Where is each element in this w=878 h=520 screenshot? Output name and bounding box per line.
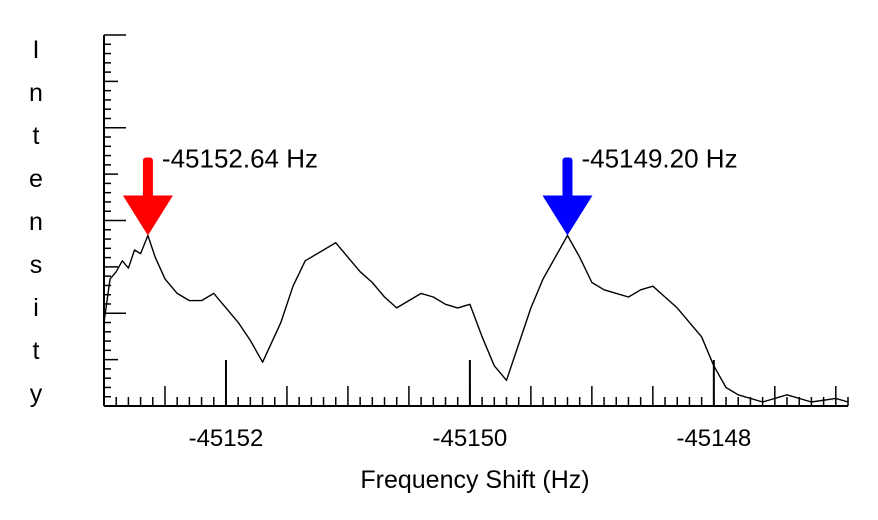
y-axis-title-letter: I bbox=[33, 36, 40, 64]
x-tick-label: -45148 bbox=[676, 425, 751, 452]
axes bbox=[103, 35, 848, 407]
y-axis-title-letter: t bbox=[33, 122, 40, 150]
y-axis-title-letter: t bbox=[33, 337, 40, 365]
y-axis-title-letter: n bbox=[29, 208, 43, 236]
x-tick-labels: -45152 -45150 -45148 bbox=[189, 425, 752, 452]
y-ticks bbox=[104, 34, 126, 407]
annotation-label: -45149.20 Hz bbox=[581, 143, 737, 173]
x-axis-title: Frequency Shift (Hz) bbox=[360, 466, 589, 494]
y-axis-title-letter: s bbox=[30, 251, 43, 279]
annotation-label: -45152.64 Hz bbox=[162, 143, 318, 173]
y-axis-title-letter: n bbox=[29, 79, 43, 107]
minor-ticks bbox=[103, 386, 849, 406]
annotation-arrow-head bbox=[122, 195, 173, 236]
series-layer bbox=[103, 234, 849, 403]
y-axis-title-letter: e bbox=[29, 165, 43, 193]
x-tick-label: -45150 bbox=[433, 425, 508, 452]
y-axis-title-letter: i bbox=[33, 294, 39, 322]
major-ticks bbox=[224, 360, 715, 406]
spectrum-line bbox=[103, 234, 849, 403]
annotation-arrow-head bbox=[542, 195, 593, 236]
annotation-arrow-shaft bbox=[562, 157, 573, 200]
annotation-layer: -45152.64 Hz -45149.20 Hz bbox=[122, 143, 738, 236]
y-axis-title-letter: y bbox=[30, 380, 43, 408]
annotation-arrow-shaft bbox=[142, 157, 153, 200]
x-tick-label: -45152 bbox=[189, 425, 264, 452]
